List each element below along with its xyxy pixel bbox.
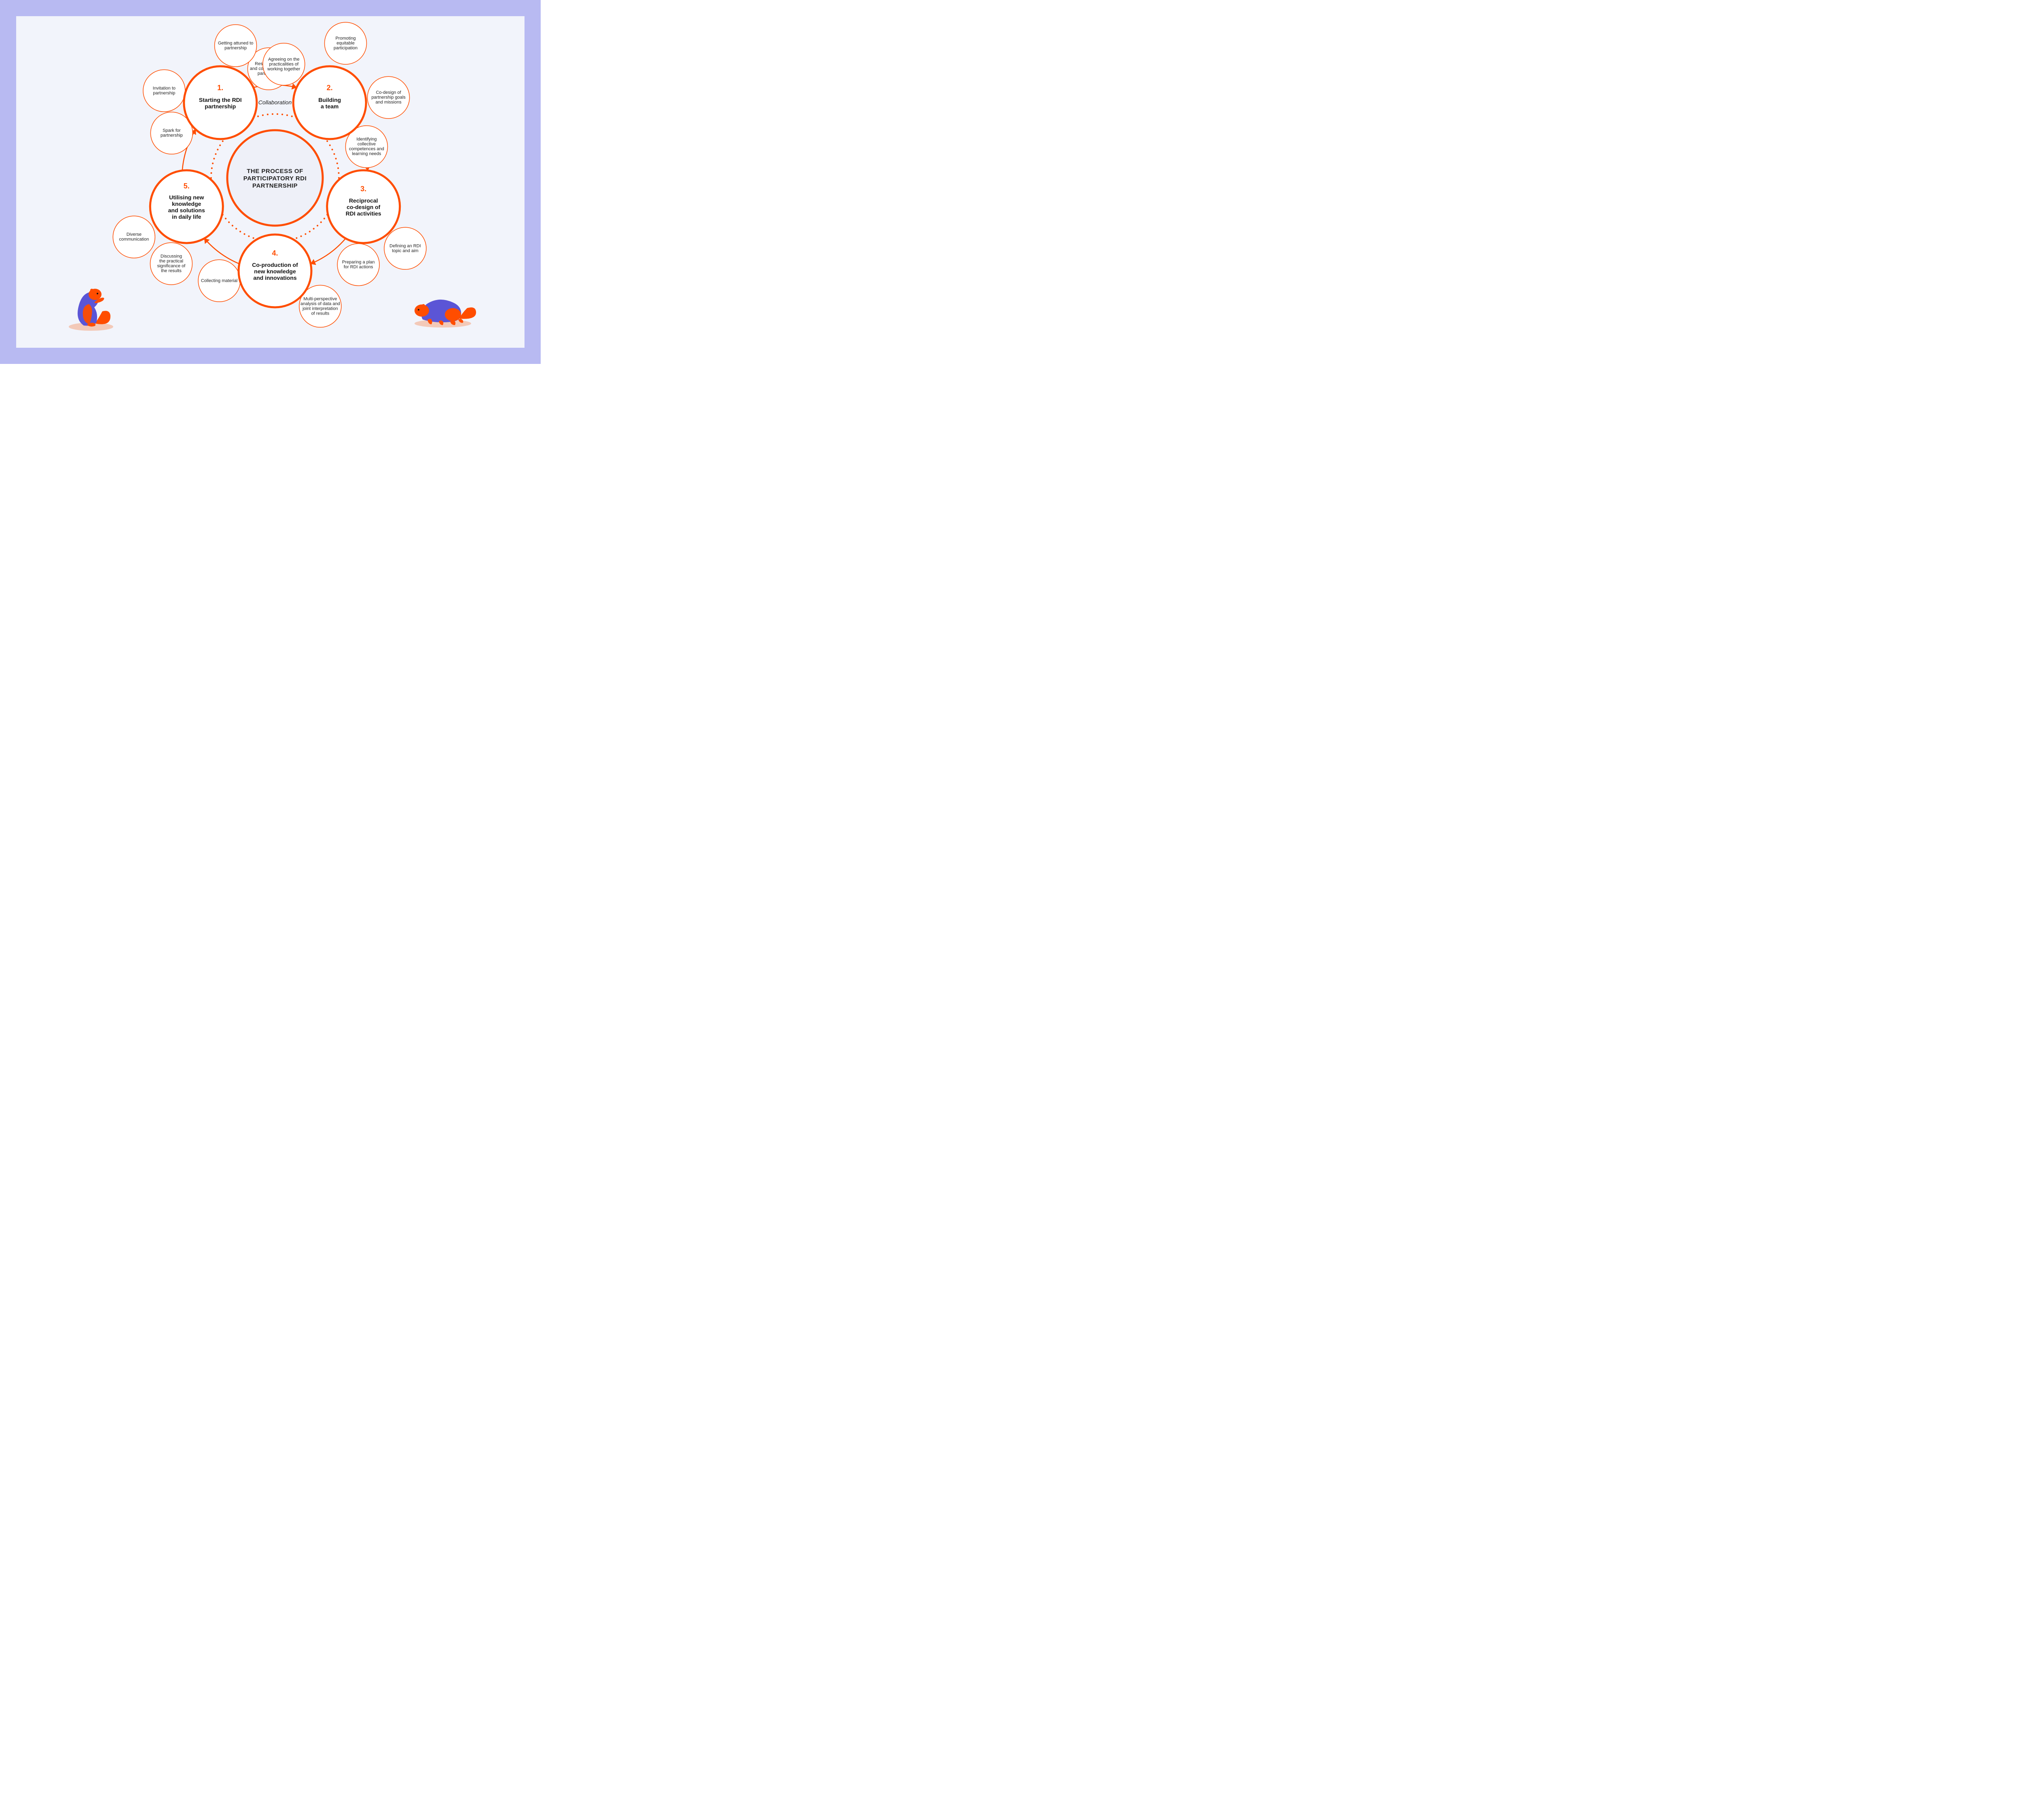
stage-5-number: 5. bbox=[184, 182, 190, 190]
stage-3-sub-1-label: Defining an RDItopic and aim bbox=[389, 243, 421, 253]
stage-2-sub-1-label: Agreeing on thepracticalities ofworking … bbox=[267, 57, 300, 72]
stage-5-title: Utilising newknowledgeand solutionsin da… bbox=[168, 194, 205, 220]
stage-3-number: 3. bbox=[360, 185, 366, 193]
central-title: THE PROCESS OFPARTICIPATORY RDIPARTNERSH… bbox=[243, 168, 307, 189]
mascot-right-icon bbox=[415, 300, 476, 328]
stage-1-sub-4-label: Spark forpartnership bbox=[161, 128, 183, 138]
process-diagram: THE PROCESS OFPARTICIPATORY RDIPARTNERSH… bbox=[16, 16, 525, 348]
stage-1-number: 1. bbox=[217, 84, 223, 92]
stage-2-sub-3-label: Co-design ofpartnership goalsand mission… bbox=[371, 90, 406, 105]
stage-1-title: Starting the RDIpartnership bbox=[199, 97, 242, 110]
mascot-left-icon bbox=[69, 289, 113, 331]
ring-label-top: Collaboration bbox=[258, 99, 292, 106]
outer-frame: THE PROCESS OFPARTICIPATORY RDIPARTNERSH… bbox=[0, 0, 541, 364]
stage-4-number: 4. bbox=[272, 249, 278, 257]
stage-4-title: Co-production ofnew knowledgeand innovat… bbox=[252, 262, 298, 281]
stage-2-sub-2-label: Promotingequitableparticipation bbox=[334, 36, 357, 51]
stage-5-sub-1-label: Discussingthe practicalsignificance ofth… bbox=[157, 254, 186, 273]
stage-3-sub-2-label: Preparing a planfor RDI actions bbox=[342, 260, 375, 270]
stage-4-sub-2-label: Collecting material bbox=[201, 278, 237, 283]
inner-canvas: THE PROCESS OFPARTICIPATORY RDIPARTNERSH… bbox=[16, 16, 525, 348]
stage-1-sub-3-label: Invitation topartnership bbox=[153, 86, 176, 95]
stage-2-number: 2. bbox=[327, 84, 333, 92]
stage-2-title: Buildinga team bbox=[318, 97, 341, 110]
stage-3-title: Reciprocalco-design ofRDI activities bbox=[346, 197, 381, 217]
